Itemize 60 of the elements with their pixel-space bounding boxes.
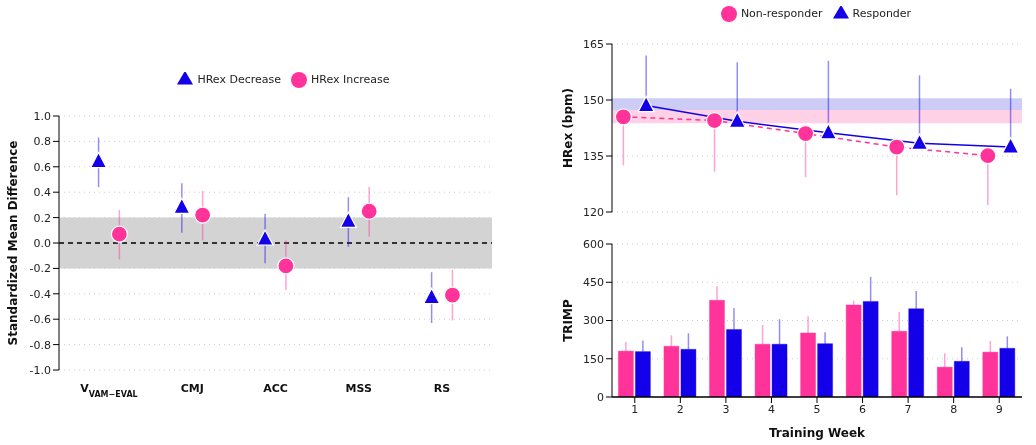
x-tick-label: 9 bbox=[995, 402, 1003, 416]
y-tick-label: 150 bbox=[583, 352, 604, 366]
x-tick-label: 1 bbox=[631, 402, 639, 416]
y-tick-label: 0.8 bbox=[33, 135, 51, 149]
y-tick-label: 300 bbox=[583, 314, 604, 328]
bar bbox=[999, 347, 1016, 397]
y-tick-label: -0.8 bbox=[29, 338, 51, 352]
x-tick-label: MSS bbox=[345, 382, 372, 395]
y-tick-label: 0 bbox=[597, 390, 604, 404]
x-tick-label: V$_{VAM−EVAL}$ bbox=[80, 382, 138, 399]
y-tick-label: 150 bbox=[583, 93, 604, 107]
bar bbox=[845, 304, 862, 397]
legend-label: Responder bbox=[852, 7, 912, 20]
y-tick-label: 1.0 bbox=[33, 109, 51, 123]
y-axis-title: Standardized Mean Difference bbox=[6, 140, 21, 346]
x-tick-label: 6 bbox=[859, 402, 867, 416]
x-tick-label: 7 bbox=[904, 402, 912, 416]
bar bbox=[936, 366, 953, 397]
y-axis-title: TRIMP bbox=[561, 298, 576, 342]
x-tick-label: 8 bbox=[950, 402, 958, 416]
y-tick-label: 165 bbox=[583, 37, 604, 51]
x-tick-label: 4 bbox=[767, 402, 775, 416]
bar bbox=[982, 351, 999, 397]
x-tick-label: RS bbox=[433, 382, 451, 395]
y-tick-label: 0.6 bbox=[33, 160, 51, 174]
bar bbox=[754, 343, 771, 397]
y-tick-label: 0.2 bbox=[33, 211, 51, 225]
bar bbox=[800, 332, 817, 397]
x-tick-label: 2 bbox=[676, 402, 684, 416]
legend-label: Non-responder bbox=[740, 7, 823, 20]
bar bbox=[663, 345, 680, 397]
bar bbox=[908, 308, 925, 397]
bar bbox=[680, 348, 697, 397]
bar bbox=[708, 299, 725, 397]
y-tick-label: -1.0 bbox=[29, 363, 51, 377]
bar bbox=[817, 343, 834, 397]
bar bbox=[725, 328, 742, 397]
bar bbox=[953, 360, 970, 397]
y-tick-label: -0.4 bbox=[29, 287, 51, 301]
y-tick-label: 120 bbox=[583, 205, 604, 219]
bar bbox=[617, 350, 634, 397]
legend-label: HRex Decrease bbox=[197, 73, 281, 86]
bar bbox=[634, 351, 651, 397]
y-tick-label: -0.6 bbox=[29, 313, 51, 327]
y-axis-title: HRex (bpm) bbox=[561, 88, 576, 168]
x-tick-label: 3 bbox=[722, 402, 730, 416]
y-tick-label: -0.2 bbox=[29, 262, 51, 276]
x-tick-label: CMJ bbox=[180, 382, 204, 395]
bar bbox=[891, 330, 908, 397]
bar bbox=[771, 343, 788, 397]
y-tick-label: 0.4 bbox=[33, 186, 51, 200]
legend-label: HRex Increase bbox=[311, 73, 390, 86]
x-axis-title: Training Week bbox=[768, 426, 867, 440]
y-tick-label: 135 bbox=[583, 149, 604, 163]
bar bbox=[862, 300, 879, 397]
y-tick-label: 450 bbox=[583, 276, 604, 290]
y-tick-label: 0.0 bbox=[33, 236, 51, 250]
y-tick-label: 600 bbox=[583, 237, 604, 251]
x-tick-label: 5 bbox=[813, 402, 821, 416]
x-tick-label: ACC bbox=[263, 382, 288, 395]
